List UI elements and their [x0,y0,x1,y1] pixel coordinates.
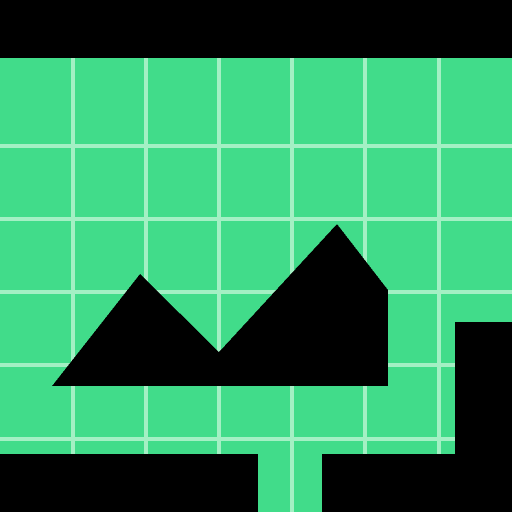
grid-h-5 [0,437,455,441]
grid-h-1 [0,144,512,148]
panel-main [0,58,512,322]
grid-v-6b [437,322,441,454]
grid-v-5 [363,58,367,454]
chart-panel [0,58,512,512]
grid-v-1 [71,58,75,454]
area-shape [52,224,388,386]
grid-v-6 [437,58,441,322]
grid-v-3 [217,58,221,454]
grid-v-2 [144,58,148,454]
grid-h-2 [0,217,512,221]
grid-h-3 [0,290,512,294]
